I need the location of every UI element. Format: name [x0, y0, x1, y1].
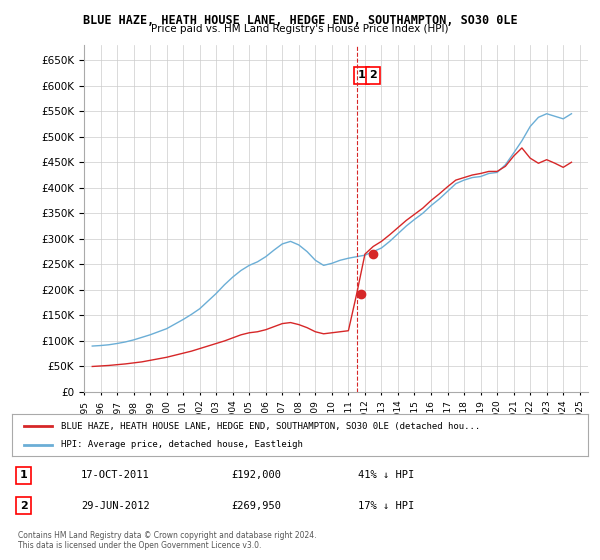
Text: 17% ↓ HPI: 17% ↓ HPI	[358, 501, 414, 511]
Text: 41% ↓ HPI: 41% ↓ HPI	[358, 470, 414, 480]
Text: HPI: Average price, detached house, Eastleigh: HPI: Average price, detached house, East…	[61, 440, 303, 449]
Text: 1: 1	[20, 470, 28, 480]
Text: BLUE HAZE, HEATH HOUSE LANE, HEDGE END, SOUTHAMPTON, SO30 0LE (detached hou...: BLUE HAZE, HEATH HOUSE LANE, HEDGE END, …	[61, 422, 480, 431]
Text: Contains HM Land Registry data © Crown copyright and database right 2024.
This d: Contains HM Land Registry data © Crown c…	[18, 531, 317, 550]
Text: £192,000: £192,000	[231, 470, 281, 480]
Text: BLUE HAZE, HEATH HOUSE LANE, HEDGE END, SOUTHAMPTON, SO30 0LE: BLUE HAZE, HEATH HOUSE LANE, HEDGE END, …	[83, 14, 517, 27]
Text: £269,950: £269,950	[231, 501, 281, 511]
Text: 2: 2	[20, 501, 28, 511]
Text: 17-OCT-2011: 17-OCT-2011	[81, 470, 150, 480]
Text: 29-JUN-2012: 29-JUN-2012	[81, 501, 150, 511]
Text: 1: 1	[358, 71, 365, 81]
Text: 2: 2	[369, 71, 377, 81]
Text: Price paid vs. HM Land Registry's House Price Index (HPI): Price paid vs. HM Land Registry's House …	[151, 24, 449, 34]
